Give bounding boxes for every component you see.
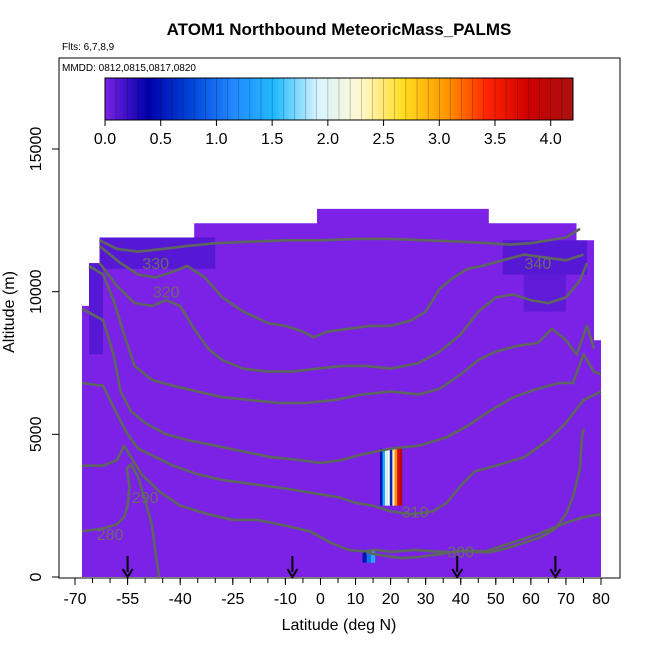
colorbar: 0.0 0.5 1.0 1.5 2.0 2.5 3.0 3.5 4.0 — [94, 77, 574, 148]
y-axis-label: Altitude (m) — [1, 271, 18, 353]
contour-line-320 — [98, 262, 589, 373]
contour-line-330 — [98, 244, 584, 339]
hotspot-0-cell-5 — [392, 448, 395, 506]
flight-arrow-2 — [451, 556, 464, 579]
x-tick-label-10: 50 — [487, 591, 505, 608]
data-patch-3 — [523, 274, 566, 312]
x-tick-label-0: -70 — [63, 591, 86, 608]
flights-label: Flts: 6,7,8,9 — [62, 42, 115, 53]
y-axis: 0 5000 10000 15000 — [28, 127, 59, 581]
contour-label-310: 310 — [402, 504, 429, 521]
hotspot-0-cell-0 — [380, 448, 383, 506]
y-tick-label-3: 15000 — [28, 127, 45, 172]
colorbar-tick-label-7: 3.5 — [484, 131, 506, 148]
contour-line-280 — [81, 463, 161, 578]
x-tick-label-11: 60 — [522, 591, 540, 608]
contour-line-unlabeled-5 — [88, 264, 596, 405]
data-patch-1 — [89, 263, 104, 355]
contour-line-310 — [81, 381, 602, 516]
y-tick-label-1: 5000 — [28, 416, 45, 452]
colorbar-ticks: 0.0 0.5 1.0 1.5 2.0 2.5 3.0 3.5 4.0 — [94, 120, 562, 148]
x-axis: -70 -55 -40 -25 -10 0 10 20 30 40 50 60 70 80 — [59, 577, 620, 608]
contour-line-300 — [365, 428, 585, 560]
contour-label-320: 320 — [153, 285, 180, 302]
x-tick-label-4: -10 — [274, 591, 297, 608]
x-tick-label-6: 10 — [347, 591, 365, 608]
chart-title: ATOM1 Northbound MeteoricMass_PALMS — [167, 20, 512, 39]
contour-line-340 — [98, 227, 581, 253]
colorbar-tick-label-6: 3.0 — [428, 131, 450, 148]
hotspot-1-cell-2 — [370, 549, 376, 563]
colorbar-tick-label-1: 0.5 — [150, 131, 172, 148]
colorbar-gradient — [104, 77, 574, 121]
dates-label: MMDD: 0812,0815,0817,0820 — [62, 63, 196, 74]
colorbar-tick-label-2: 1.0 — [205, 131, 227, 148]
x-tick-label-5: 0 — [316, 591, 325, 608]
data-domain-fill — [82, 208, 601, 577]
x-tick-label-13: 80 — [592, 591, 610, 608]
x-tick-label-2: -40 — [169, 591, 192, 608]
contour-label-280: 280 — [97, 527, 124, 544]
flight-arrows — [121, 556, 562, 579]
x-tick-label-8: 30 — [417, 591, 435, 608]
contour-label-300: 300 — [447, 544, 474, 561]
flight-arrow-1 — [286, 556, 299, 579]
colorbar-tick-label-0: 0.0 — [94, 131, 116, 148]
colorbar-tick-label-5: 2.5 — [372, 131, 394, 148]
x-axis-label: Latitude (deg N) — [282, 617, 397, 634]
contour-label-340: 340 — [525, 256, 552, 273]
flight-arrow-0 — [121, 556, 134, 579]
heatmap-layer — [82, 208, 601, 577]
x-tick-label-1: -55 — [116, 591, 139, 608]
hotspot-0-cell-8 — [399, 448, 403, 506]
x-tick-label-7: 20 — [382, 591, 400, 608]
colorbar-tick-label-4: 2.0 — [317, 131, 339, 148]
hotspot-0-cell-1 — [382, 448, 385, 506]
hotspot-0-cell-4 — [389, 448, 393, 506]
x-tick-label-9: 40 — [452, 591, 470, 608]
colorbar-divisions — [115, 78, 563, 120]
y-tick-label-0: 0 — [28, 572, 45, 581]
contour-layer: 280 290 300 310 320 330 340 — [81, 227, 602, 578]
contour-label-290: 290 — [132, 490, 159, 507]
hotspot-0-cell-2 — [384, 448, 388, 506]
colorbar-tick-label-8: 4.0 — [540, 131, 562, 148]
colorbar-tick-label-3: 1.5 — [261, 131, 283, 148]
flight-arrow-3 — [549, 556, 562, 579]
x-tick-label-3: -25 — [221, 591, 244, 608]
y-tick-label-2: 10000 — [28, 269, 45, 314]
x-tick-label-12: 70 — [557, 591, 575, 608]
contour-line-unlabeled-4 — [81, 307, 602, 465]
hotspot-0-cell-3 — [387, 448, 390, 506]
hotspot-1-cell-1 — [366, 549, 371, 563]
contour-label-330: 330 — [142, 256, 169, 273]
data-patch-0 — [99, 237, 216, 269]
contour-line-290 — [82, 444, 602, 554]
hotspot-0-cell-7 — [397, 448, 400, 506]
hotspot-1-cell-0 — [362, 549, 367, 563]
hotspot-0-cell-6 — [394, 448, 398, 506]
